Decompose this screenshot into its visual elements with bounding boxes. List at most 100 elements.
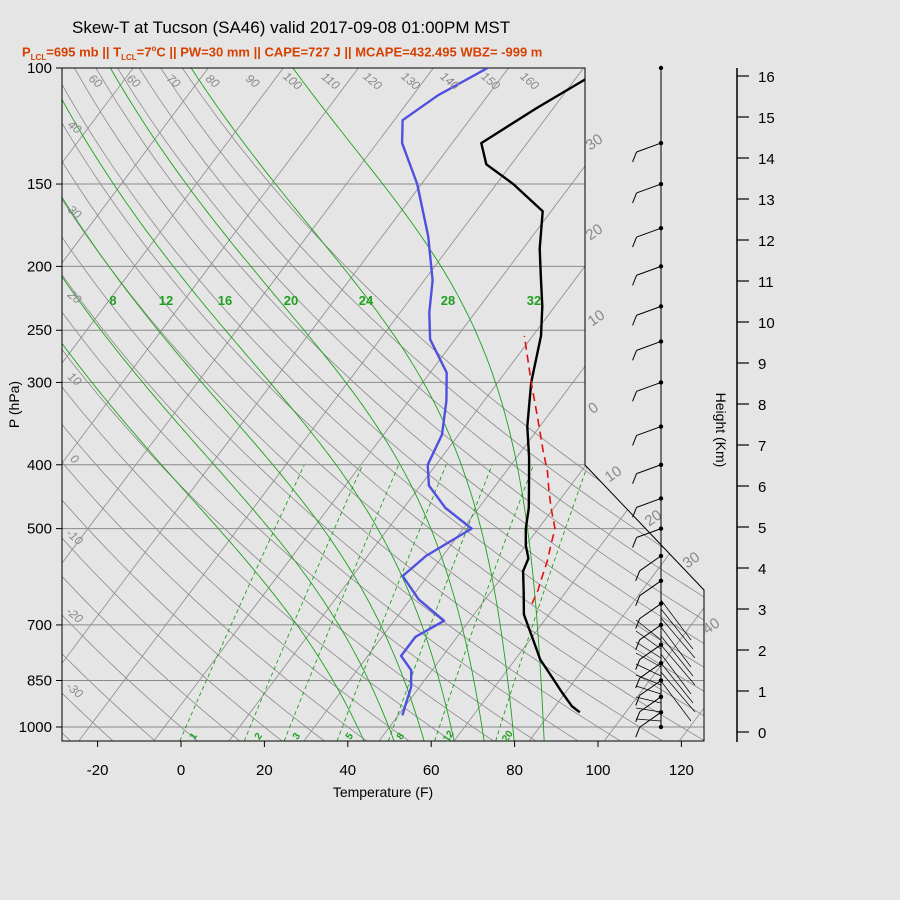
wind-barb-shaft (635, 685, 662, 695)
wind-barb-dot (658, 65, 664, 71)
moist-adiabat-label: 16 (218, 293, 232, 308)
isotherm-line (62, 68, 284, 741)
chart-subtitle: PLCL=695 mb || TLCL=7oC || PW=30 mm || C… (22, 44, 543, 62)
dry-adiabat-line (62, 68, 494, 741)
series-temperature-line (480, 68, 606, 714)
wind-barb-shaft (636, 183, 662, 194)
dry-adiabat-label: 80 (203, 71, 222, 91)
wind-barb-shaft (639, 555, 662, 572)
height-axis-title: Height (Km) (713, 393, 729, 468)
wind-barb-dot (658, 724, 664, 730)
wind-barb-shaft (639, 603, 662, 620)
wind-barb-shaft (635, 630, 662, 650)
moist-adiabat-line (62, 68, 365, 741)
wind-barb-flag (635, 727, 641, 738)
dry-adiabat-line (117, 68, 704, 741)
moist-adiabat-line (62, 68, 425, 741)
wind-barb-dot (658, 304, 664, 309)
isotherm-line (678, 68, 704, 741)
wind-barb-flag (635, 711, 641, 722)
wind-barb-shaft (636, 497, 662, 508)
dry-adiabat-line (62, 68, 621, 741)
wind-barb-shaft (639, 580, 662, 597)
dry-adiabat-label: 70 (164, 71, 183, 91)
wind-barb-flag (635, 639, 641, 651)
wind-barb-shaft (639, 624, 662, 641)
height-tick-label: 3 (758, 602, 766, 619)
dry-adiabat-label: 150 (478, 69, 503, 93)
wind-barb-shaft (636, 227, 662, 238)
height-tick-label: 1 (758, 684, 766, 701)
height-tick-label: 8 (758, 397, 766, 414)
wind-barb-shaft (636, 142, 662, 153)
wind-barb-flag (632, 236, 638, 248)
height-tick-label: 13 (758, 192, 775, 209)
wind-barb-shaft (660, 671, 696, 713)
isotherm-line (78, 68, 584, 741)
wind-barb-shaft (636, 305, 662, 316)
dry-adiabat-line (62, 68, 156, 741)
isotherm-label: 10 (602, 463, 625, 486)
isotherm-line (153, 68, 659, 741)
wind-barb-shaft (635, 663, 662, 677)
x-axis-title: Temperature (F) (333, 784, 433, 800)
dry-adiabat-line (62, 68, 704, 741)
wind-barb-dot (658, 339, 664, 344)
wind-barb-shaft (635, 641, 662, 659)
moist-adiabat-line (292, 68, 545, 741)
isotherm-line (528, 68, 704, 741)
mixing-ratio-label: 3 (291, 731, 303, 742)
dry-adiabat-line (62, 68, 114, 741)
wind-barb-flag (632, 473, 638, 484)
height-tick-label: 5 (758, 520, 766, 537)
y-tick-label: 300 (27, 374, 52, 391)
isotherm-line (303, 68, 704, 741)
dry-adiabat-line (62, 68, 240, 741)
dry-adiabat-label: 90 (243, 71, 262, 91)
wind-barb-flag (635, 570, 641, 581)
isotherm-line (453, 68, 704, 741)
wind-barb-flag (632, 537, 638, 548)
height-tick-label: 15 (758, 110, 775, 127)
dry-adiabat-line (74, 68, 704, 741)
y-tick-label: 500 (27, 521, 52, 538)
wind-barb-shaft (660, 653, 692, 695)
mixing-ratio-label: 1 (188, 731, 200, 742)
x-tick-label: 0 (177, 762, 185, 779)
dry-adiabat-line (181, 68, 704, 741)
wind-barb-shaft (635, 619, 662, 641)
mixing-ratio-line (283, 464, 400, 741)
mixing-ratio-line (434, 464, 534, 741)
wind-barb-shaft (639, 680, 662, 696)
isotherm-label: 40 (700, 615, 723, 638)
height-tick-label: 16 (758, 69, 775, 86)
dry-adiabat-line (62, 68, 579, 741)
wind-barb-shaft (636, 381, 662, 392)
mixing-ratio-label: 5 (344, 731, 356, 742)
wind-barb-dot (658, 462, 664, 467)
plot-border (61, 67, 705, 742)
moist-adiabat-line (190, 68, 515, 741)
isotherm-label: 30 (680, 549, 703, 572)
wind-barb-shaft (660, 617, 696, 659)
wind-barb-shaft (636, 265, 662, 276)
wind-barb-shaft (660, 680, 692, 722)
moist-adiabat-line (62, 68, 455, 741)
mixing-ratio-label: 12 (441, 728, 457, 744)
wind-barb-shaft (660, 662, 694, 704)
dry-adiabat-line (62, 68, 452, 741)
dry-adiabat-label: 140 (437, 69, 462, 93)
dry-adiabat-line (138, 68, 704, 741)
height-tick-label: 0 (758, 725, 766, 742)
y-tick-label: 850 (27, 672, 52, 689)
height-tick-label: 12 (758, 233, 775, 250)
wind-barb-shaft (635, 674, 662, 686)
dry-adiabat-label: 100 (280, 69, 305, 93)
y-tick-label: 250 (27, 322, 52, 339)
mixing-ratio-label: 8 (395, 731, 407, 742)
height-tick-label: 4 (758, 561, 766, 578)
wind-barb-shaft (635, 707, 662, 713)
dry-adiabat-line (62, 68, 704, 741)
dry-adiabat-line (62, 68, 367, 741)
dry-adiabat-label: 110 (319, 69, 343, 92)
